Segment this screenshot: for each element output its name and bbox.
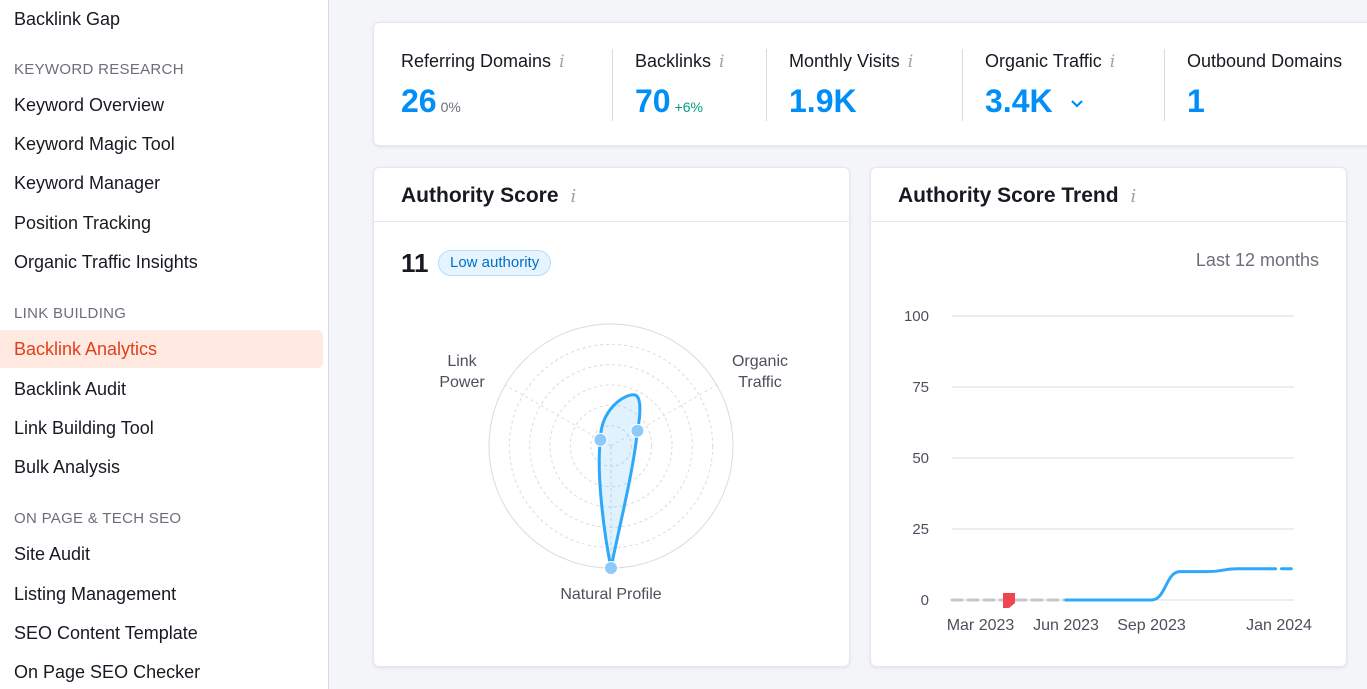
divider [612, 49, 613, 121]
metric-value[interactable]: 70 +6% [635, 83, 704, 119]
info-icon[interactable]: i [719, 52, 725, 72]
metric-label: Organic Traffic i [985, 51, 1116, 72]
sidebar-item-listing-management[interactable]: Listing Management [14, 584, 177, 604]
radar-ring [508, 343, 714, 549]
sidebar-item-backlink-gap[interactable]: Backlink Gap [14, 9, 121, 29]
info-icon[interactable]: i [570, 186, 577, 207]
chevron-down-icon[interactable] [1069, 98, 1085, 110]
metric-value[interactable]: 1.9K [789, 83, 857, 119]
y-tick-label: 75 [912, 379, 929, 396]
sidebar-item-site-audit[interactable]: Site Audit [14, 544, 91, 564]
radar-axis [505, 384, 612, 447]
sidebar-item-seo-content-template[interactable]: SEO Content Template [14, 623, 198, 643]
radar-axis [610, 384, 717, 447]
radar-shape [597, 393, 642, 569]
series-line-main [1064, 567, 1267, 602]
y-tick-label: 50 [912, 450, 929, 467]
card-title: Authority Score Trend i [898, 184, 1137, 207]
radar-ring [549, 384, 673, 508]
metric-change: 0% [440, 99, 461, 115]
radar-outer-ring [488, 323, 734, 569]
radar-point-natural-profile[interactable] [604, 561, 618, 575]
authority-score-card: Authority Score i 11 Low authority Link P… [373, 167, 850, 667]
sidebar-item-keyword-overview[interactable]: Keyword Overview [14, 95, 165, 115]
period-selector[interactable]: Last 12 months [1195, 250, 1319, 270]
x-tick-label: Jan 2024 [1246, 617, 1312, 634]
metric-change: +6% [674, 99, 704, 115]
sidebar-section-link-building: LINK BUILDING [14, 305, 127, 322]
radar-point-organic-traffic[interactable] [630, 423, 645, 438]
radar-ring [529, 364, 693, 528]
authority-score-value: 11 [401, 248, 429, 278]
event-marker[interactable] [1003, 593, 1015, 608]
metrics-card: Referring Domains i 26 0% Backlinks i 70 +6%… [373, 22, 1367, 146]
divider [766, 49, 767, 121]
divider [374, 221, 849, 222]
info-icon[interactable]: i [907, 52, 914, 72]
sidebar-item-bulk-analysis[interactable]: Bulk Analysis [14, 457, 121, 477]
divider [871, 221, 1346, 222]
y-tick-label: 25 [912, 521, 929, 538]
metric-label: Monthly Visits i [789, 51, 914, 72]
x-tick-label: Mar 2023 [947, 617, 1015, 634]
sidebar-item-keyword-manager[interactable]: Keyword Manager [14, 173, 161, 193]
x-tick-label: Sep 2023 [1117, 617, 1186, 634]
y-tick-label: 0 [921, 592, 929, 609]
sidebar-item-link-building-tool[interactable]: Link Building Tool [14, 418, 154, 438]
metric-label: Outbound Domains [1187, 51, 1343, 71]
info-icon[interactable]: i [559, 52, 565, 72]
y-tick-label: 100 [904, 308, 929, 325]
sidebar-item-backlink-audit[interactable]: Backlink Audit [14, 379, 127, 399]
card-title: Authority Score i [401, 184, 577, 207]
radar-ring [569, 404, 653, 488]
radar-point-link-power[interactable] [593, 432, 608, 447]
metric-label: Backlinks i [635, 51, 725, 72]
info-icon[interactable]: i [1109, 52, 1116, 72]
info-icon[interactable]: i [1130, 186, 1137, 207]
sidebar-item-backlink-analytics[interactable]: Backlink Analytics [0, 330, 323, 368]
sidebar-item-keyword-magic-tool[interactable]: Keyword Magic Tool [14, 134, 175, 154]
sidebar: Backlink Gap KEYWORD RESEARCH Keyword Ov… [0, 0, 329, 689]
radar-label-natural-profile: Natural Profile [560, 586, 662, 603]
sidebar-section-keyword-research: KEYWORD RESEARCH [14, 61, 184, 78]
metric-value[interactable]: 1 [1187, 83, 1205, 119]
sidebar-item-on-page-seo-checker[interactable]: On Page SEO Checker [14, 662, 201, 682]
metric-value[interactable]: 3.4K [985, 83, 1085, 120]
divider [1164, 49, 1165, 121]
x-tick-label: Jun 2023 [1033, 617, 1099, 634]
sidebar-section-on-page-tech-seo: ON PAGE & TECH SEO [14, 510, 182, 527]
sidebar-item-organic-traffic-insights[interactable]: Organic Traffic Insights [14, 252, 198, 272]
authority-score-trend-card: Authority Score Trend i Last 12 months 0 2… [870, 167, 1347, 667]
trend-chart: 0 25 50 75 100 Mar 2023 Jun 2023 Sep 2023 Jan 2… [904, 308, 1312, 634]
authority-badge: Low authority [438, 250, 552, 276]
sidebar-item-position-tracking[interactable]: Position Tracking [14, 213, 152, 233]
radar-ring [590, 425, 632, 467]
metric-value[interactable]: 26 0% [401, 83, 461, 119]
metric-label: Referring Domains i [401, 51, 565, 72]
radar-label-organic-traffic: Organic Traffic [731, 353, 789, 391]
divider [962, 49, 963, 121]
radar-label-link-power: Link Power [439, 353, 485, 391]
